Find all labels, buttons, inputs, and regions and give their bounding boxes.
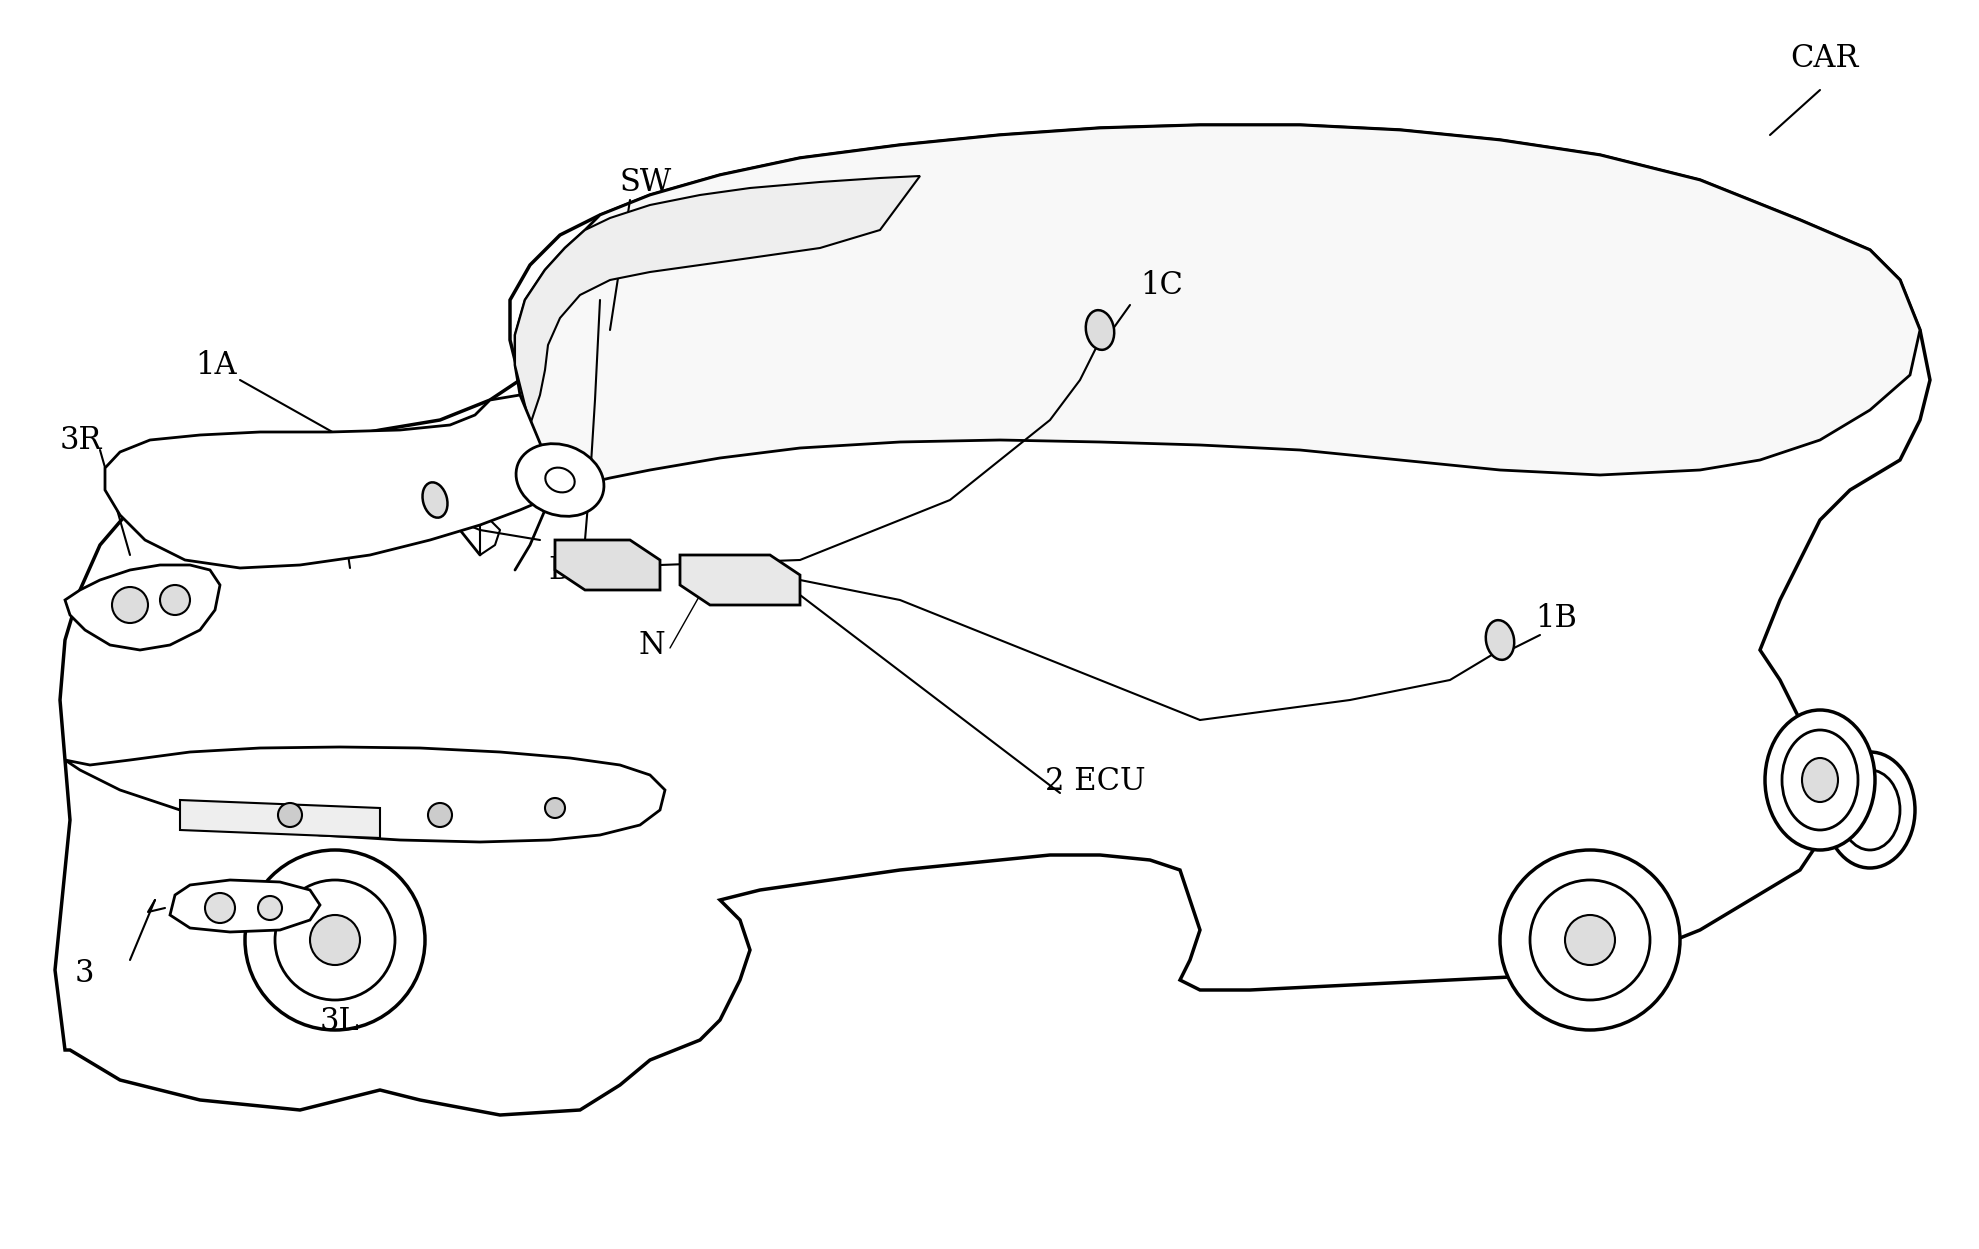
- Circle shape: [1565, 916, 1615, 965]
- Polygon shape: [180, 801, 380, 838]
- Text: 3R: 3R: [59, 425, 103, 456]
- Circle shape: [275, 881, 396, 1000]
- Polygon shape: [681, 555, 800, 605]
- Text: 3: 3: [75, 958, 95, 988]
- Ellipse shape: [546, 467, 574, 492]
- Polygon shape: [515, 176, 920, 425]
- Text: 1C: 1C: [1140, 270, 1183, 301]
- Circle shape: [1500, 851, 1680, 1030]
- Polygon shape: [55, 125, 1930, 1115]
- Ellipse shape: [517, 443, 604, 516]
- Polygon shape: [554, 540, 661, 590]
- Polygon shape: [65, 747, 665, 842]
- Ellipse shape: [1486, 621, 1514, 659]
- Circle shape: [160, 585, 190, 615]
- Polygon shape: [170, 881, 321, 932]
- Circle shape: [1530, 881, 1650, 1000]
- Ellipse shape: [1086, 310, 1114, 350]
- Text: 1B: 1B: [1536, 602, 1577, 633]
- Polygon shape: [515, 125, 1920, 485]
- Text: 3L: 3L: [321, 1007, 360, 1038]
- Circle shape: [277, 803, 303, 827]
- Circle shape: [544, 798, 564, 818]
- Circle shape: [257, 896, 281, 921]
- Circle shape: [113, 587, 148, 623]
- Text: DK: DK: [548, 555, 596, 586]
- Ellipse shape: [422, 482, 447, 517]
- Circle shape: [311, 916, 360, 965]
- Text: CAR: CAR: [1789, 42, 1858, 74]
- Polygon shape: [105, 395, 580, 568]
- Text: SW: SW: [619, 166, 673, 197]
- Ellipse shape: [1840, 769, 1900, 851]
- Ellipse shape: [1781, 729, 1858, 831]
- Circle shape: [427, 803, 451, 827]
- Ellipse shape: [1825, 752, 1916, 868]
- Ellipse shape: [1765, 709, 1874, 851]
- Text: 1A: 1A: [196, 350, 237, 381]
- Polygon shape: [65, 565, 220, 649]
- Text: N: N: [637, 629, 665, 661]
- Ellipse shape: [1803, 758, 1838, 802]
- Text: 2 ECU: 2 ECU: [1045, 767, 1146, 798]
- Circle shape: [206, 893, 236, 923]
- Circle shape: [245, 851, 425, 1030]
